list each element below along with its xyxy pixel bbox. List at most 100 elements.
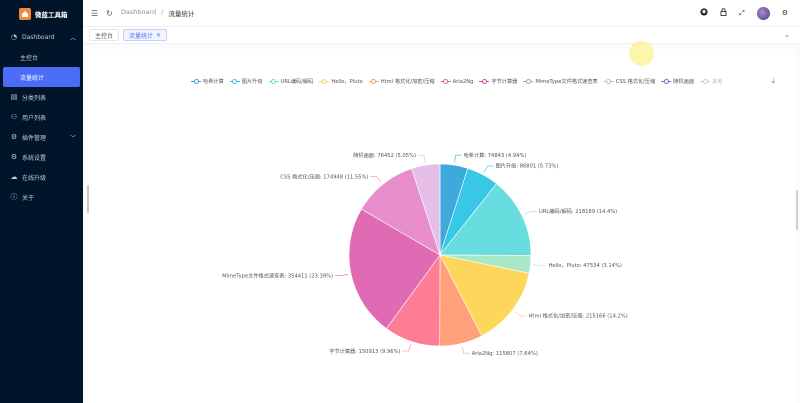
sidebar-item-label: 在线升级 bbox=[22, 174, 47, 182]
settings-icon: ⚙ bbox=[10, 153, 18, 161]
app-logo[interactable]: 微蓝工具箱 bbox=[0, 0, 83, 27]
sidebar-item-2[interactable]: 流量统计 bbox=[3, 67, 80, 87]
legend-item[interactable]: Hello，Pluto bbox=[319, 78, 363, 85]
legend-item[interactable]: 哈希计算 bbox=[191, 78, 224, 85]
github-icon[interactable] bbox=[700, 8, 708, 18]
legend-swatch bbox=[700, 79, 711, 84]
legend-swatch bbox=[603, 79, 614, 84]
tab-console[interactable]: 主控台 bbox=[89, 29, 120, 41]
header: ☰ ↻ Dashboard / 流量统计 ⤢ ⚙ bbox=[83, 0, 800, 27]
legend-swatch bbox=[368, 79, 379, 84]
legend-label: URL编码/解码 bbox=[280, 79, 314, 85]
legend-item[interactable]: 字节计算器 bbox=[479, 78, 517, 85]
label-leader-line bbox=[533, 264, 547, 266]
legend-item[interactable]: 随机画面 bbox=[661, 78, 694, 85]
label-leader-line bbox=[402, 344, 412, 352]
legend-label: MimeType文件格式速查表 bbox=[535, 79, 598, 85]
sidebar-item-1[interactable]: 主控台 bbox=[0, 47, 83, 67]
legend-label: Html 格式化/加密/压缩 bbox=[380, 79, 435, 85]
legend-label: 随机画面 bbox=[673, 79, 695, 85]
pie-slice[interactable] bbox=[360, 168, 441, 256]
legend-item[interactable]: 图片升级 bbox=[229, 78, 263, 85]
legend-item[interactable]: 其他 bbox=[700, 78, 722, 85]
breadcrumb-item-dashboard[interactable]: Dashboard bbox=[120, 8, 157, 16]
sidebar-item-label: 关于 bbox=[22, 194, 35, 202]
pie-slice[interactable] bbox=[411, 163, 441, 256]
label-leader-line bbox=[454, 154, 462, 163]
legend-swatch bbox=[229, 79, 240, 84]
vertical-scrollbar[interactable] bbox=[796, 190, 798, 230]
breadcrumb: Dashboard / 流量统计 bbox=[121, 8, 194, 18]
header-actions: ⤢ ⚙ bbox=[700, 6, 788, 20]
lock-icon[interactable] bbox=[720, 8, 727, 18]
legend-label: Hello，Pluto bbox=[331, 79, 363, 85]
label-leader-line bbox=[335, 273, 349, 277]
sidebar-item-label: Dashboard bbox=[22, 33, 55, 41]
label-leader-line bbox=[418, 154, 426, 163]
data-label: URL编码/解码: 218189 (14.4%) bbox=[539, 207, 617, 215]
info-icon: ⓘ bbox=[10, 193, 18, 201]
label-leader-line bbox=[484, 165, 494, 173]
sidebar-item-label: 插件管理 bbox=[22, 134, 47, 142]
sidebar-item-3[interactable]: ▤ 分类列表 bbox=[0, 87, 83, 107]
menu-toggle-icon[interactable]: ☰ bbox=[91, 8, 99, 18]
legend-label: 哈希计算 bbox=[203, 79, 224, 85]
sidebar: 微蓝工具箱 ◔ Dashboard ︿ 主控台 流量统计 ▤ 分类列表 ⚇ 用户列表 ⚙ 插件管理 ﹀… bbox=[0, 0, 83, 403]
tab-label: 流量统计 bbox=[129, 32, 154, 40]
close-icon[interactable]: ✕ bbox=[156, 31, 162, 39]
legend-item[interactable]: Aria2Ng bbox=[440, 78, 473, 85]
sidebar-item-label: 系统设置 bbox=[22, 154, 47, 162]
sidebar-item-6[interactable]: ⚙ 系统设置 bbox=[0, 147, 83, 167]
data-label: CSS 格式化/压缩: 174948 (11.55%) bbox=[280, 172, 368, 180]
dashboard-icon: ◔ bbox=[10, 33, 18, 41]
chart-legend: 哈希计算 图片升级 URL编码/解码 Hello，Pluto Html 格式化/加密/压… bbox=[191, 78, 722, 85]
sidebar-menu: ◔ Dashboard ︿ 主控台 流量统计 ▤ 分类列表 ⚇ 用户列表 ⚙ 插件管理 ﹀ ⚙ 系统设置 ☁… bbox=[0, 27, 83, 207]
download-icon[interactable]: ⤓ bbox=[771, 76, 775, 85]
legend-swatch bbox=[191, 79, 201, 84]
data-label: 哈希计算: 74843 (4.94%) bbox=[464, 151, 527, 159]
chevron-up-icon: ︿ bbox=[69, 34, 76, 42]
data-label: 图片升级: 86801 (5.73%) bbox=[496, 162, 559, 170]
sidebar-item-7[interactable]: ☁ 在线升级 bbox=[0, 167, 83, 187]
label-leader-line bbox=[461, 346, 470, 354]
refresh-icon[interactable]: ↻ bbox=[106, 8, 113, 18]
legend-item[interactable]: Html 格式化/加密/压缩 bbox=[368, 78, 435, 85]
pie-slice[interactable] bbox=[439, 254, 530, 337]
sidebar-item-4[interactable]: ⚇ 用户列表 bbox=[0, 107, 83, 127]
data-label: Aria2Ng: 115807 (7.64%) bbox=[472, 351, 538, 357]
sidebar-item-5[interactable]: ⚙ 插件管理 ﹀ bbox=[0, 127, 83, 147]
legend-swatch bbox=[523, 79, 534, 84]
avatar[interactable] bbox=[756, 6, 770, 20]
legend-label: 字节计算器 bbox=[491, 79, 518, 85]
tab-bar: 主控台 流量统计 ✕ ⌄ bbox=[83, 27, 800, 44]
sidebar-item-0[interactable]: ◔ Dashboard ︿ bbox=[0, 27, 83, 47]
legend-item[interactable]: URL编码/解码 bbox=[268, 78, 314, 85]
sidebar-item-label: 分类列表 bbox=[22, 94, 47, 102]
data-label: 字节计算器: 150913 (9.96%) bbox=[329, 347, 400, 355]
pie-slice[interactable] bbox=[348, 208, 441, 329]
cloud-icon: ☁ bbox=[10, 173, 18, 181]
data-label: MimeType文件格式速查表: 354411 (23.39%) bbox=[222, 272, 333, 280]
legend-item[interactable]: MimeType文件格式速查表 bbox=[523, 78, 598, 85]
breadcrumb-separator: / bbox=[161, 8, 164, 16]
legend-label: 图片升级 bbox=[241, 79, 263, 85]
legend-swatch bbox=[661, 79, 672, 84]
label-leader-line bbox=[370, 176, 382, 183]
pie-slice[interactable] bbox=[439, 183, 532, 256]
gear-icon[interactable]: ⚙ bbox=[781, 9, 788, 17]
app-title: 微蓝工具箱 bbox=[35, 10, 68, 19]
breadcrumb-item-current: 流量统计 bbox=[168, 10, 195, 18]
legend-swatch bbox=[319, 79, 330, 84]
legend-swatch bbox=[440, 79, 451, 84]
sidebar-item-8[interactable]: ⓘ 关于 bbox=[0, 187, 83, 207]
legend-item[interactable]: CSS 格式化/压缩 bbox=[603, 78, 655, 85]
plugin-icon: ⚙ bbox=[10, 133, 18, 141]
fullscreen-icon[interactable]: ⤢ bbox=[739, 8, 745, 17]
sidebar-item-label: 用户列表 bbox=[22, 114, 47, 122]
tab-label: 主控台 bbox=[95, 32, 114, 40]
chevron-down-icon: ﹀ bbox=[69, 134, 76, 142]
tab-traffic-stats[interactable]: 流量统计 ✕ bbox=[123, 29, 168, 41]
chevron-down-icon[interactable]: ⌄ bbox=[784, 31, 790, 39]
sidebar-resize-handle[interactable] bbox=[87, 185, 89, 213]
legend-swatch bbox=[479, 79, 490, 84]
